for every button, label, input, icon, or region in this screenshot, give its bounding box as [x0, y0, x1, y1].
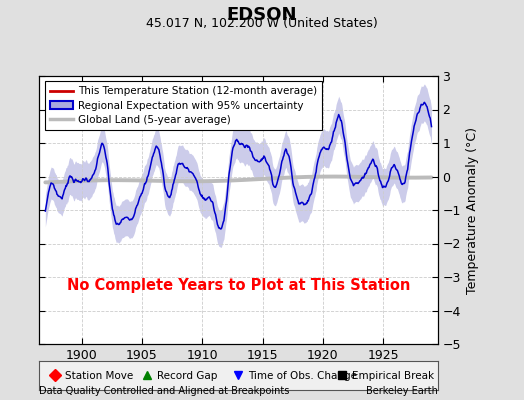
Text: Berkeley Earth: Berkeley Earth: [366, 386, 438, 396]
Text: Station Move: Station Move: [65, 370, 134, 381]
Text: EDSON: EDSON: [227, 6, 297, 24]
Text: Record Gap: Record Gap: [157, 370, 217, 381]
Text: Data Quality Controlled and Aligned at Breakpoints: Data Quality Controlled and Aligned at B…: [39, 386, 290, 396]
Text: 45.017 N, 102.200 W (United States): 45.017 N, 102.200 W (United States): [146, 17, 378, 30]
Legend: This Temperature Station (12-month average), Regional Expectation with 95% uncer: This Temperature Station (12-month avera…: [45, 81, 322, 130]
Text: No Complete Years to Plot at This Station: No Complete Years to Plot at This Statio…: [67, 278, 410, 292]
Y-axis label: Temperature Anomaly (°C): Temperature Anomaly (°C): [466, 126, 479, 294]
Text: Time of Obs. Change: Time of Obs. Change: [248, 370, 357, 381]
Text: Empirical Break: Empirical Break: [352, 370, 434, 381]
